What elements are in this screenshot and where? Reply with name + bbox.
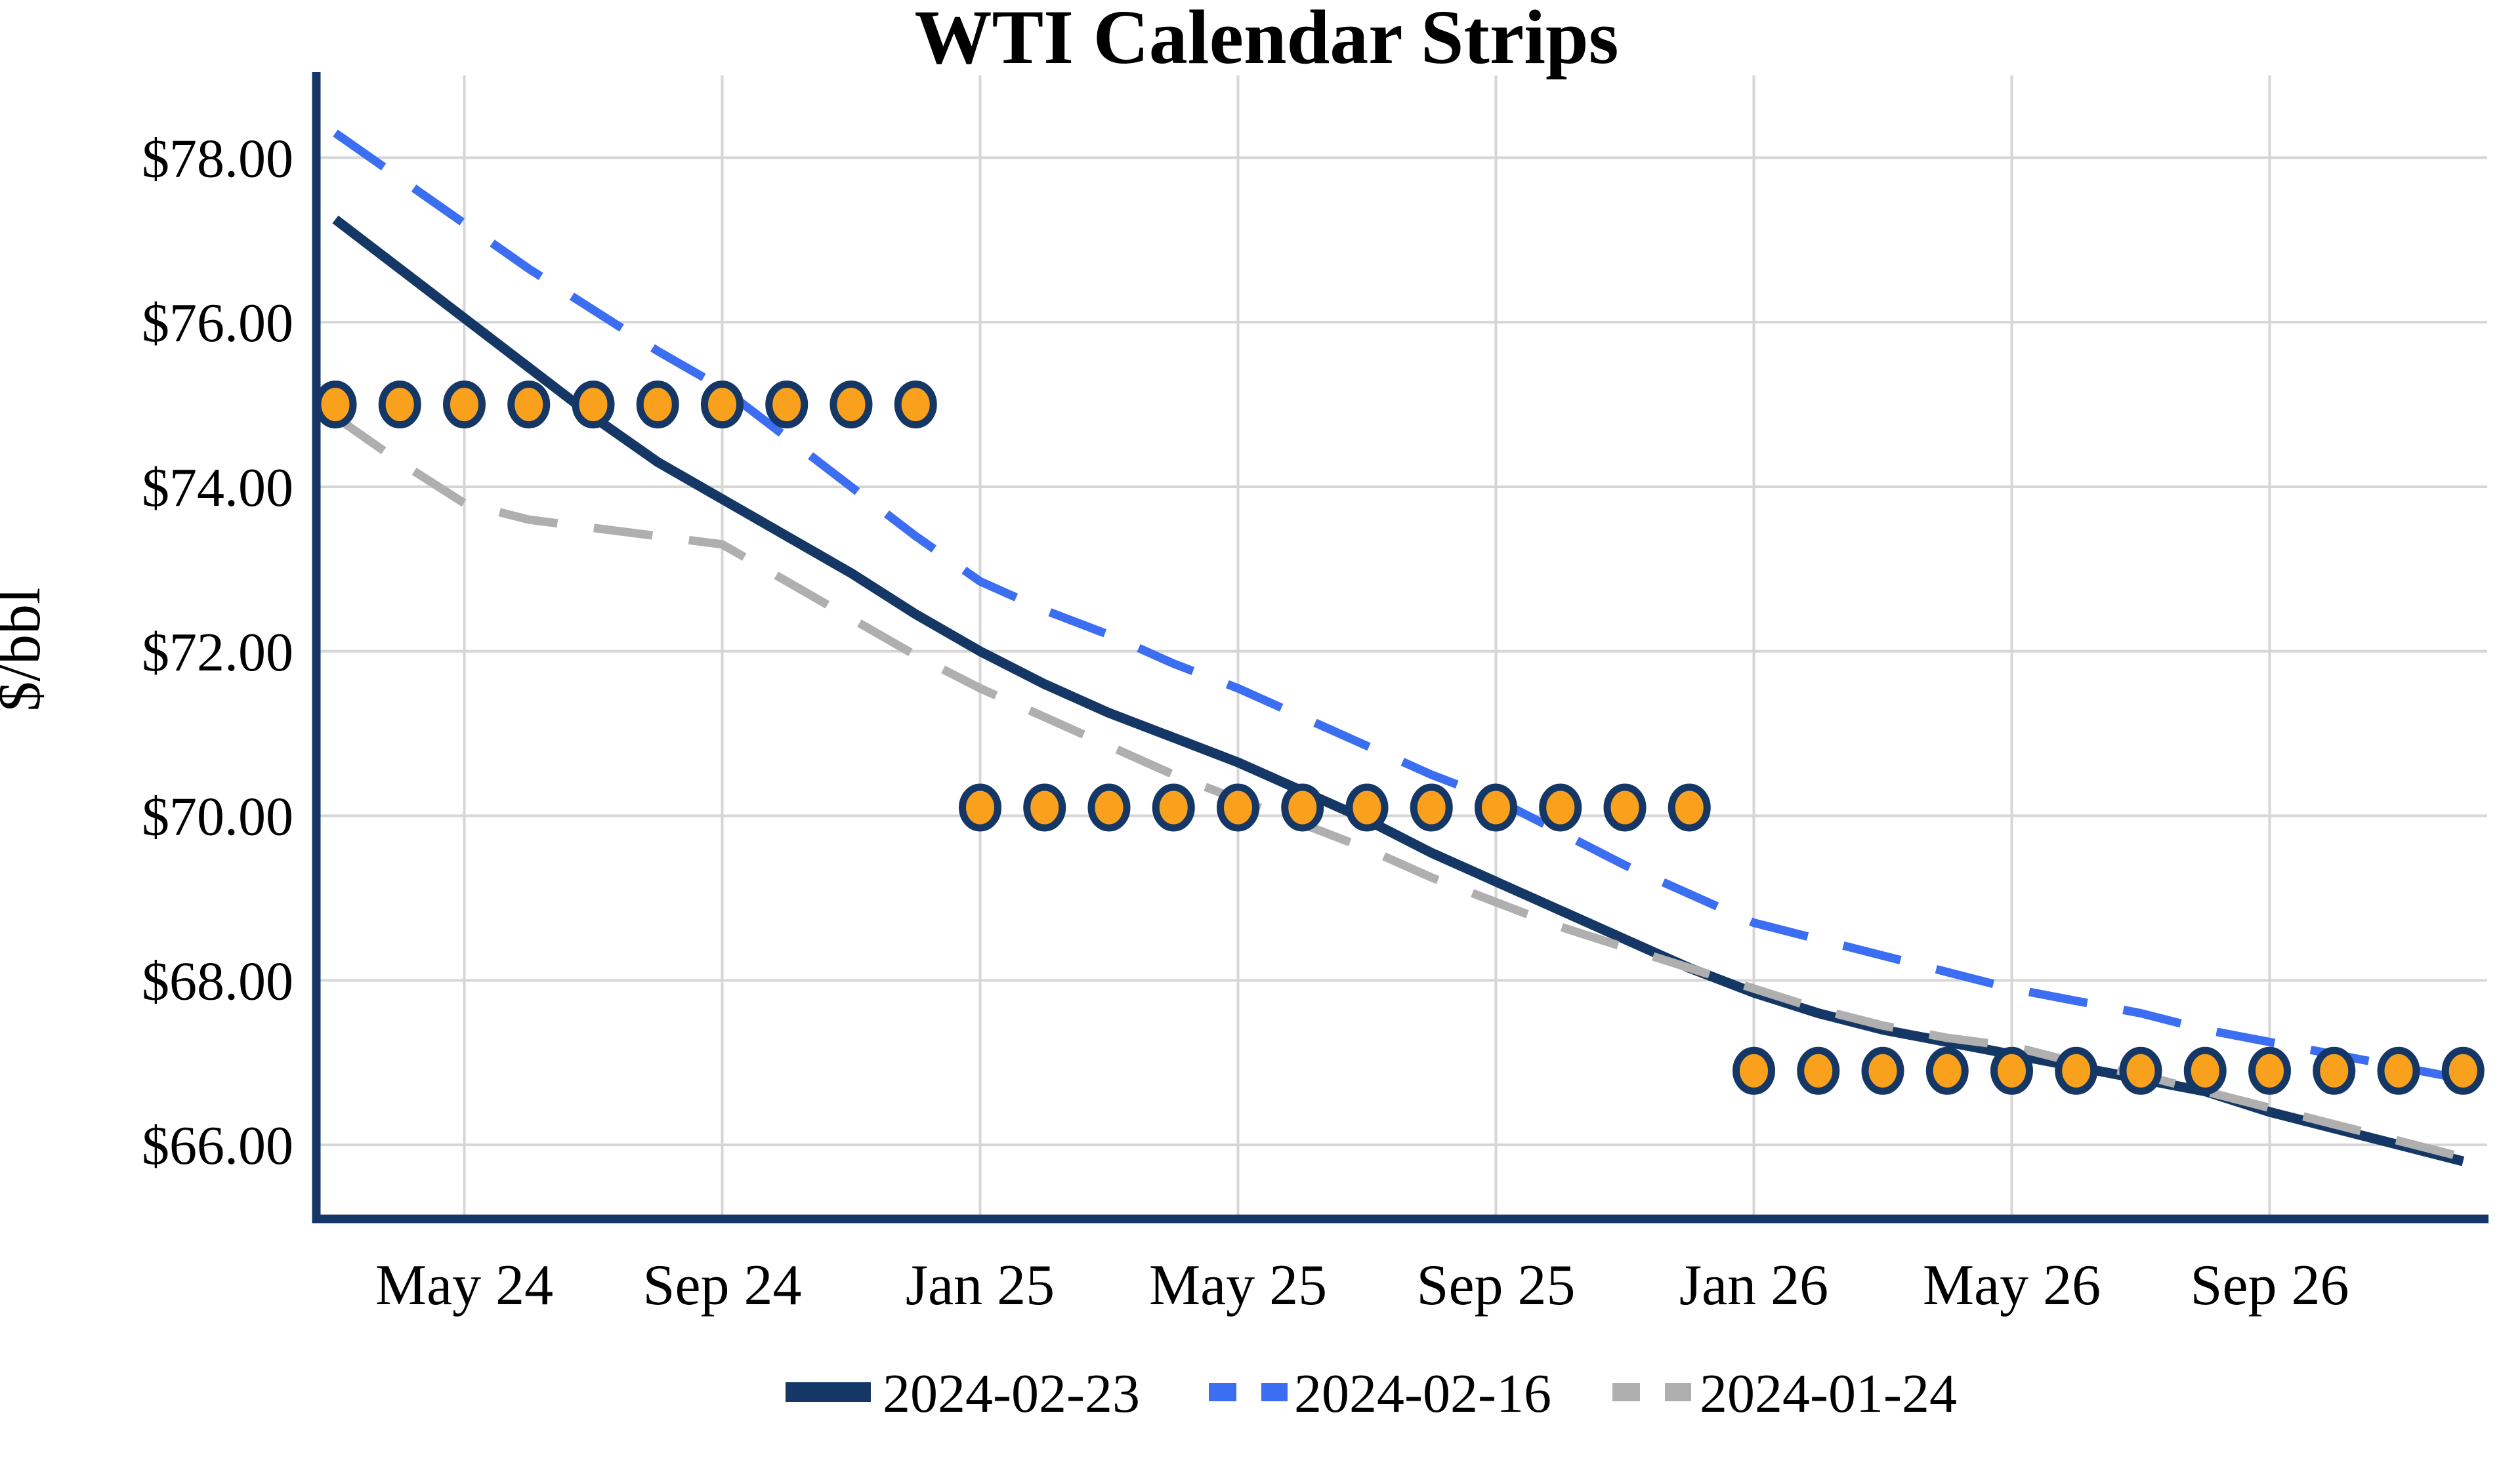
x-tick-label: May 26 <box>1923 1254 2101 1317</box>
x-tick-label: Jan 26 <box>1679 1254 1828 1317</box>
strip-marker <box>765 380 808 429</box>
strip-marker <box>314 380 357 429</box>
chart-title: WTI Calendar Strips <box>914 0 1618 80</box>
y-tick-label: $74.00 <box>142 457 293 518</box>
strip-markers <box>314 380 2485 1095</box>
series-lines <box>332 129 2465 1166</box>
series-line-2024-01-24 <box>333 413 2464 1162</box>
strip-marker <box>2119 1046 2162 1095</box>
strip-marker <box>443 380 486 429</box>
strip-marker <box>1925 1046 1969 1095</box>
legend-item-2024-01-24: 2024-01-24 <box>1612 1363 1957 1424</box>
y-tick-label: $68.00 <box>142 951 293 1012</box>
strip-marker <box>1732 1046 1775 1095</box>
x-tick-label: Sep 26 <box>2191 1254 2349 1317</box>
strip-marker <box>572 380 615 429</box>
strip-marker <box>1345 783 1389 832</box>
legend: 2024-02-23 2024-02-16 2024-01-24 <box>786 1363 1957 1424</box>
strip-marker <box>701 380 744 429</box>
y-tick-label: $76.00 <box>142 293 293 354</box>
x-tick-label: Sep 25 <box>1417 1254 1576 1317</box>
strip-marker <box>2248 1046 2291 1095</box>
strip-marker <box>1603 783 1647 832</box>
strip-marker <box>894 380 937 429</box>
y-tick-label: $70.00 <box>142 787 293 848</box>
strip-marker <box>1861 1046 1904 1095</box>
y-tick-label: $78.00 <box>142 128 293 189</box>
strip-marker <box>2183 1046 2227 1095</box>
strip-marker <box>507 380 551 429</box>
strip-marker <box>830 380 873 429</box>
strip-marker <box>1475 783 1517 832</box>
y-tick-label: $72.00 <box>142 622 293 683</box>
legend-label: 2024-01-24 <box>1700 1363 1957 1424</box>
x-tick-label: May 25 <box>1149 1254 1327 1317</box>
strip-marker <box>1668 783 1711 832</box>
strip-marker <box>959 783 1001 832</box>
strip-marker <box>2441 1046 2485 1095</box>
y-axis-label: $/bbl <box>0 587 52 711</box>
x-tick-label: Sep 24 <box>643 1254 802 1317</box>
strip-marker <box>1023 783 1066 832</box>
y-tick-label: $66.00 <box>142 1115 293 1176</box>
plot-gridlines <box>316 75 2487 1219</box>
strip-marker <box>1990 1046 2033 1095</box>
strip-marker <box>1152 783 1195 832</box>
series-line-2024-02-23 <box>332 215 2465 1166</box>
legend-label: 2024-02-16 <box>1294 1363 1551 1424</box>
x-tick-label: Jan 25 <box>906 1254 1055 1317</box>
strip-marker <box>1281 783 1324 832</box>
y-axis-tick-labels: $78.00 $76.00 $74.00 $72.00 $70.00 $68.00 $66.… <box>142 128 293 1176</box>
strip-marker <box>2313 1046 2356 1095</box>
legend-item-2024-02-23: 2024-02-23 <box>786 1363 1140 1424</box>
strip-marker <box>1410 783 1453 832</box>
strip-marker <box>1087 783 1131 832</box>
x-tick-label: May 24 <box>375 1254 553 1317</box>
legend-item-2024-02-16: 2024-02-16 <box>1209 1363 1551 1424</box>
strip-marker <box>636 380 679 429</box>
legend-label: 2024-02-23 <box>883 1363 1140 1424</box>
strip-marker <box>2055 1046 2098 1095</box>
strip-marker <box>2377 1046 2420 1095</box>
series-line-2024-02-16 <box>333 129 2464 1084</box>
strip-marker <box>378 380 421 429</box>
strip-marker <box>1539 783 1582 832</box>
strip-marker <box>1797 1046 1840 1095</box>
x-axis-tick-labels: May 24 Sep 24 Jan 25 May 25 Sep 25 Jan 26 May … <box>375 1254 2349 1317</box>
strip-marker <box>1217 783 1259 832</box>
